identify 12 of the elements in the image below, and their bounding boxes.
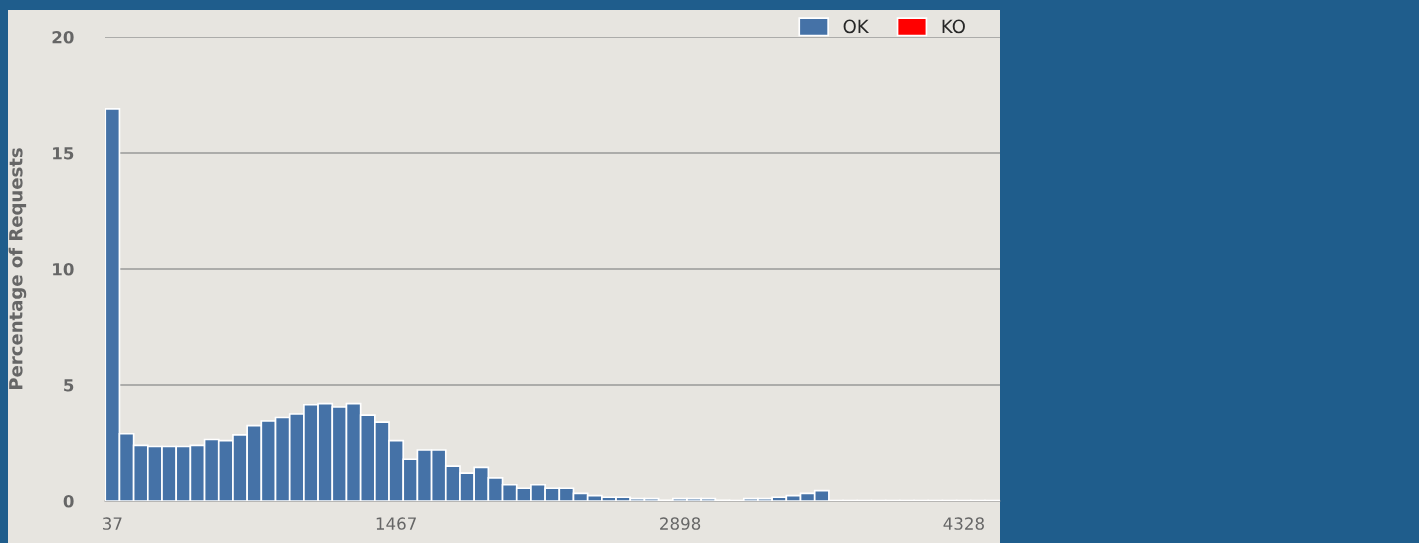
y-tick-label: 15 [53,147,74,160]
x-tick-label: 37 [103,517,122,530]
x-tick-label: 1467 [376,517,416,530]
y-tick-label: 20 [52,30,74,44]
y-axis-title: Percentage of Requests [8,148,27,389]
y-tick-label: 0 [63,494,74,508]
legend-label: OK [843,19,870,34]
y-tick-label: 10 [53,262,74,276]
y-tick-label: 5 [64,379,74,392]
x-tick-label: 4328 [943,517,984,530]
x-tick-label: 2898 [660,517,701,530]
legend-label: KO [942,19,965,34]
